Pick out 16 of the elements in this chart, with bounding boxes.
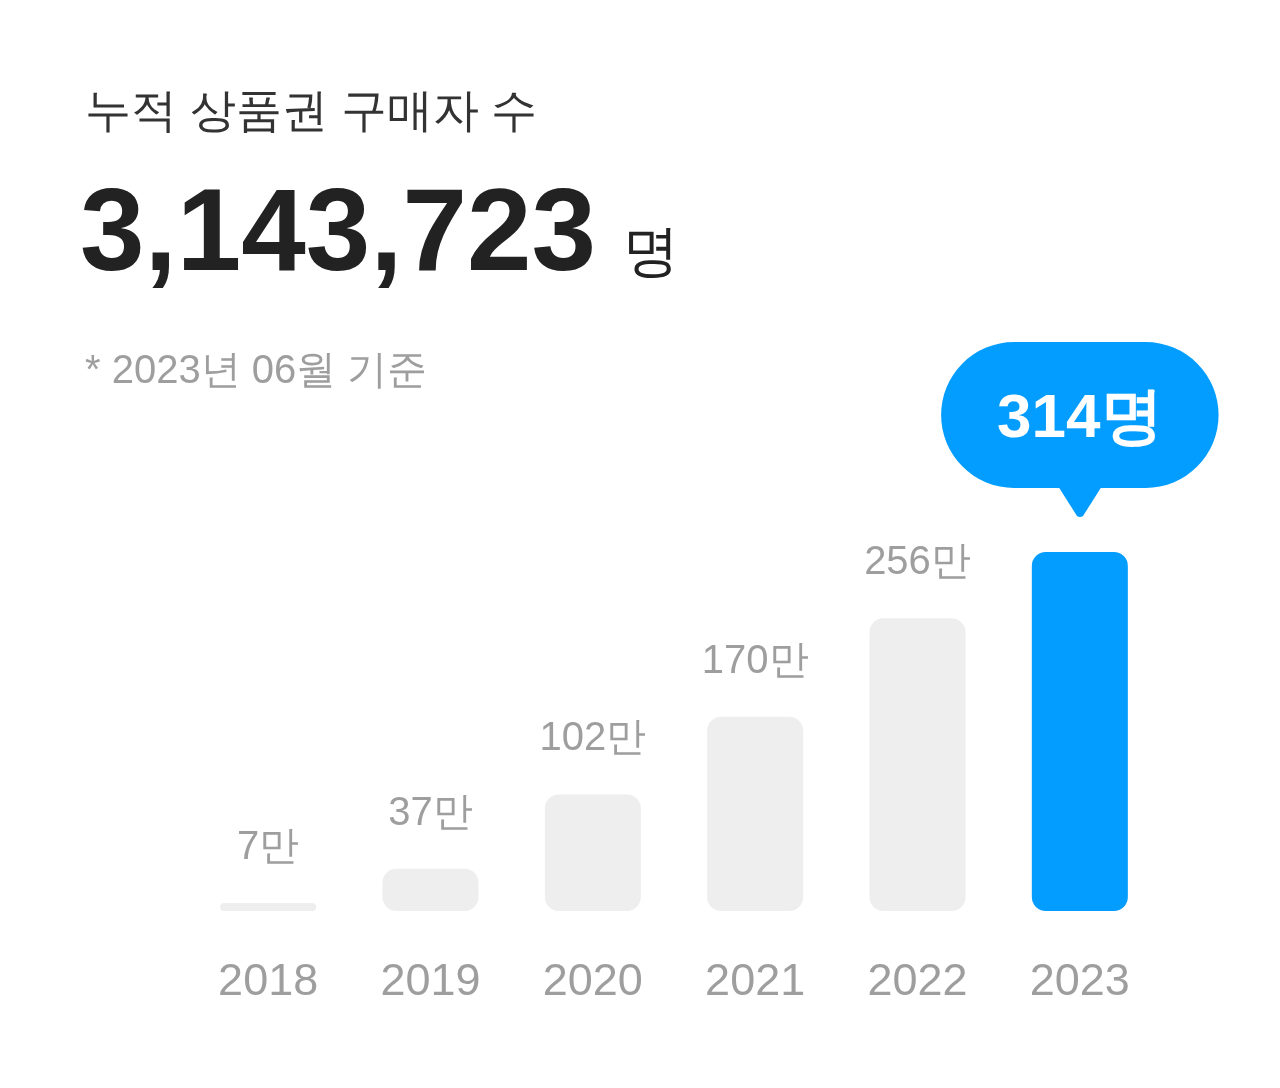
data-label: 256만 [864, 538, 971, 583]
data-label: 7만 [237, 823, 300, 867]
data-label: 37만 [388, 788, 473, 833]
x-tick-label: 2020 [542, 954, 643, 1005]
chart-subtitle: 3,143,723 명 [80, 165, 679, 295]
data-label: 314명 [997, 380, 1163, 450]
x-tick-label: 2018 [218, 954, 319, 1005]
bar [1031, 552, 1128, 911]
x-tick-label: 2023 [1029, 954, 1130, 1005]
x-tick-label: 2019 [380, 954, 481, 1005]
x-tick-label: 2021 [705, 954, 806, 1005]
chart-title: 누적 상품권 구매자 수 [85, 84, 538, 136]
data-label: 102만 [539, 714, 647, 759]
data-label: 170만 [701, 636, 809, 681]
x-tick-label: 2022 [867, 954, 968, 1005]
text: * 2023년 06월 기준 [85, 347, 428, 391]
